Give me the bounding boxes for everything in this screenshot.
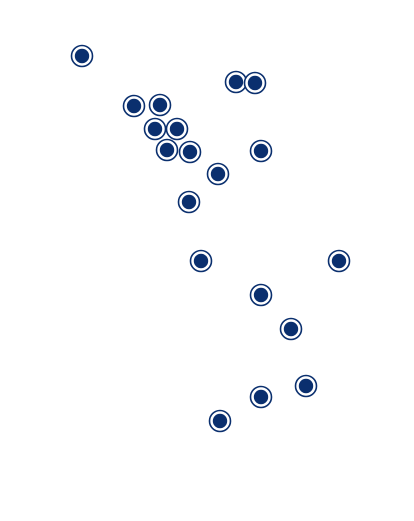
data-point — [208, 409, 232, 433]
data-point — [143, 117, 167, 141]
data-point-marker — [253, 389, 269, 405]
data-point-marker — [283, 321, 299, 337]
data-point-marker — [159, 142, 175, 158]
data-point — [189, 249, 213, 273]
data-point-marker — [253, 287, 269, 303]
data-point-marker — [298, 378, 314, 394]
data-point — [70, 44, 94, 68]
data-point — [206, 162, 230, 186]
data-point-marker — [212, 413, 228, 429]
data-point-marker — [74, 48, 90, 64]
data-point — [178, 140, 202, 164]
data-point — [122, 94, 146, 118]
data-point — [148, 93, 172, 117]
data-point-marker — [210, 166, 226, 182]
data-point-marker — [193, 253, 209, 269]
data-point — [279, 317, 303, 341]
data-point-marker — [182, 144, 198, 160]
data-point — [327, 249, 351, 273]
data-point — [249, 283, 273, 307]
data-point — [165, 117, 189, 141]
data-point — [155, 138, 179, 162]
data-point — [294, 374, 318, 398]
data-point — [243, 71, 267, 95]
data-point-marker — [181, 194, 197, 210]
data-point-marker — [331, 253, 347, 269]
data-points — [70, 44, 351, 433]
data-point — [177, 190, 201, 214]
data-point-marker — [253, 143, 269, 159]
data-point-marker — [152, 97, 168, 113]
data-point — [249, 385, 273, 409]
data-point-marker — [228, 74, 244, 90]
data-point-marker — [126, 98, 142, 114]
data-point-marker — [147, 121, 163, 137]
data-point — [224, 70, 248, 94]
data-point — [249, 139, 273, 163]
data-point-marker — [247, 75, 263, 91]
data-point-marker — [169, 121, 185, 137]
